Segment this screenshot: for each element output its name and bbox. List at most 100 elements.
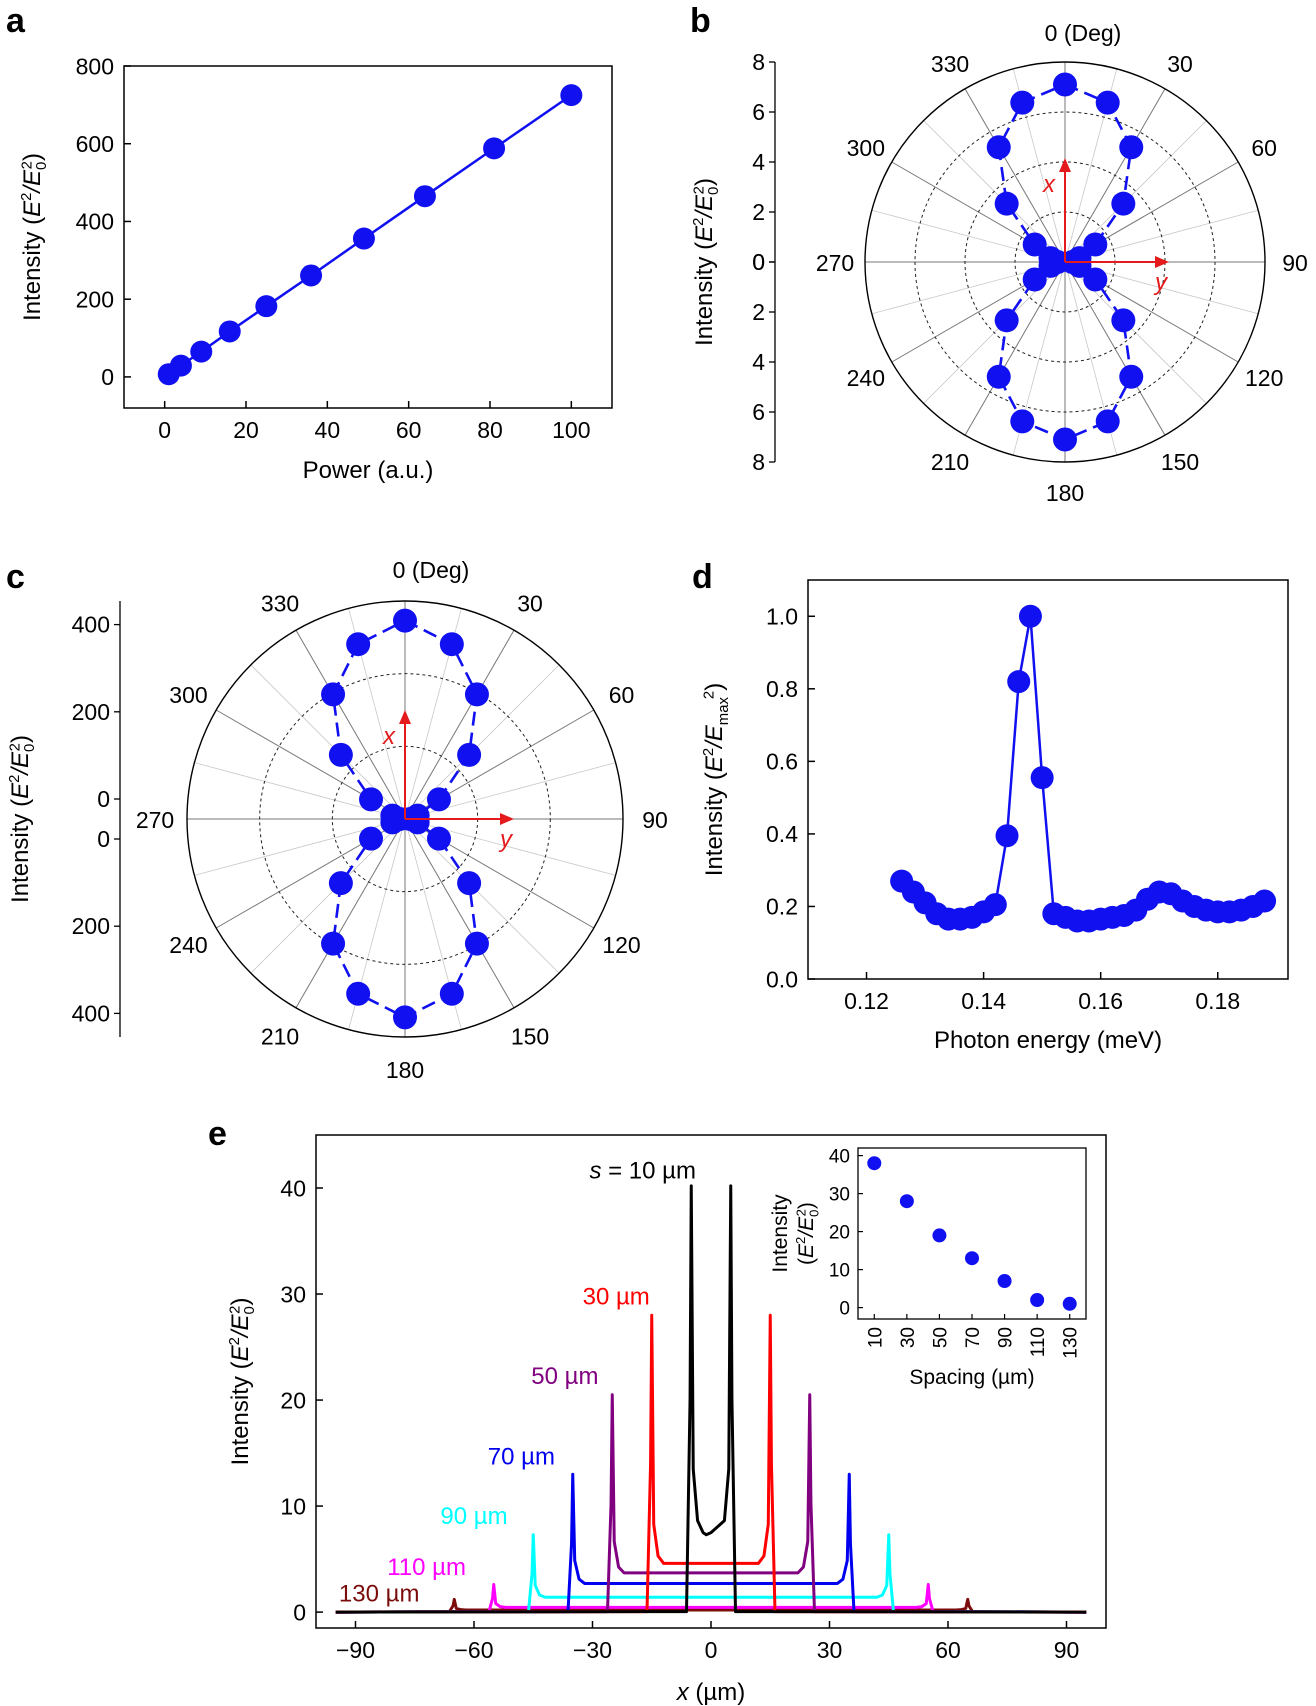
angle-label: 210 — [261, 1024, 299, 1050]
angle-label: 210 — [931, 449, 969, 475]
data-point — [1119, 364, 1144, 389]
panel-label-b: b — [690, 2, 711, 40]
data-point — [560, 84, 583, 107]
grid-ring — [914, 111, 1216, 413]
data-point — [995, 824, 1019, 848]
x-tick-label: 0.18 — [1195, 988, 1240, 1014]
data-point — [218, 320, 241, 343]
angle-label: 0 (Deg) — [1045, 20, 1122, 46]
plot-frame — [807, 579, 1289, 980]
data-point — [986, 135, 1011, 160]
y-axis-label: Intensity (E2/Emax2) — [701, 683, 732, 876]
x-tick-label: 30 — [817, 1637, 843, 1663]
radial-tick-label: 200 — [72, 699, 110, 725]
data-point — [983, 893, 1007, 917]
data-point — [346, 981, 371, 1006]
inset-y-axis-label: Intensity — [769, 1194, 792, 1273]
x-tick-label: 0 — [158, 417, 171, 443]
x-tick-label: 100 — [552, 417, 590, 443]
data-point — [426, 787, 451, 812]
data-point — [1253, 889, 1277, 913]
radial-grid-line — [295, 818, 406, 1009]
data-point — [1111, 191, 1136, 216]
radial-tick-label: 0 — [752, 249, 765, 275]
angle-label: 120 — [602, 932, 640, 958]
angle-label: 90 — [642, 807, 668, 833]
data-point — [464, 682, 489, 707]
series-line — [335, 1533, 1087, 1614]
radial-grid-line — [964, 261, 1066, 436]
angle-label: 240 — [847, 365, 885, 391]
radial-tick-label: 6 — [752, 399, 765, 425]
y-tick-label: 1.0 — [766, 604, 798, 630]
data-point — [393, 608, 417, 633]
x-arrowhead — [399, 710, 411, 724]
data-point — [359, 787, 384, 812]
x-tick-label: 60 — [396, 417, 422, 443]
data-point — [457, 871, 482, 896]
data-point — [190, 340, 213, 363]
data-point — [464, 931, 489, 956]
x-arrow-label: x — [382, 723, 396, 750]
y-tick-label: 0 — [293, 1599, 306, 1625]
series-label: 90 µm — [440, 1503, 507, 1530]
data-point — [1083, 267, 1108, 292]
data-point — [1053, 427, 1077, 452]
data-point — [1067, 253, 1092, 278]
data-point — [1022, 232, 1047, 257]
grid-ring — [259, 673, 551, 965]
inset-y-tick-label: 40 — [829, 1147, 850, 1168]
y-axis-label: Intensity (E2/E02) — [7, 735, 38, 903]
data-point — [457, 742, 482, 767]
x-axis-label: Power (a.u.) — [303, 457, 434, 484]
y-tick-label: 600 — [76, 131, 114, 157]
angle-label: 150 — [1161, 449, 1199, 475]
radial-grid-line — [295, 629, 406, 820]
data-point — [1010, 409, 1035, 434]
data-point — [1119, 135, 1144, 160]
inset-data-point — [1030, 1293, 1045, 1307]
data-point — [483, 137, 506, 160]
y-tick-label: 200 — [76, 286, 114, 312]
series-label: 130 µm — [339, 1580, 420, 1607]
radial-tick-label: 2 — [752, 299, 765, 325]
x-arrowhead — [1059, 158, 1071, 172]
y-tick-label: 30 — [280, 1281, 306, 1307]
series-line — [335, 1393, 1087, 1614]
radial-tick-label: 2 — [752, 199, 765, 225]
radial-tick-label: 0 — [97, 786, 110, 812]
data-point — [994, 191, 1019, 216]
series-line — [900, 616, 1266, 923]
data-point — [1111, 308, 1136, 333]
data-point — [359, 826, 384, 851]
series-line — [335, 1472, 1087, 1614]
data-point — [994, 308, 1019, 333]
y-arrowhead — [500, 813, 514, 825]
x-tick-label: 0 — [705, 1637, 718, 1663]
data-point — [169, 354, 192, 377]
data-point — [380, 803, 405, 828]
x-tick-label: 80 — [477, 417, 503, 443]
angle-label: 240 — [169, 932, 207, 958]
radial-tick-label: 8 — [752, 449, 765, 475]
x-tick-label: −30 — [573, 1637, 612, 1663]
data-point — [1038, 246, 1063, 271]
inset-data-point — [965, 1251, 979, 1266]
data-point — [1018, 604, 1042, 628]
inset-y-tick-label: 20 — [829, 1223, 850, 1244]
inset-x-tick-label: 90 — [996, 1327, 1017, 1348]
data-point — [439, 632, 464, 657]
data-point — [1010, 90, 1035, 115]
data-point — [1030, 766, 1054, 790]
radial-tick-label: 4 — [752, 349, 765, 375]
radial-tick-label: 8 — [752, 49, 765, 75]
x-arrow-label: x — [1042, 171, 1056, 198]
inset-x-axis-label: Spacing (µm) — [909, 1366, 1034, 1389]
angle-label: 330 — [261, 590, 299, 616]
x-tick-label: −60 — [454, 1637, 493, 1663]
inset-data-point — [997, 1274, 1012, 1288]
angle-label: 30 — [1167, 51, 1193, 77]
angle-label: 60 — [609, 682, 635, 708]
data-point — [328, 742, 353, 767]
y-arrowhead — [1155, 256, 1169, 268]
